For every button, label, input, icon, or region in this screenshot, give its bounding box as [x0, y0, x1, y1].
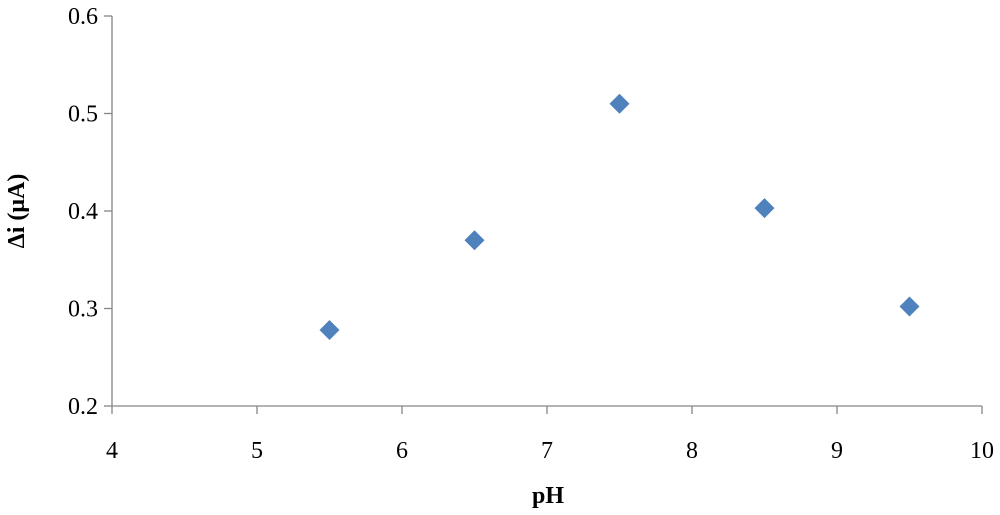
x-tick-label: 4 [106, 438, 118, 464]
data-point [609, 93, 630, 114]
y-tick-label: 0.2 [68, 394, 98, 420]
y-tick-label: 0.4 [68, 199, 98, 225]
y-tick-label: 0.3 [68, 297, 98, 323]
y-tick-label: 0.6 [68, 4, 98, 30]
x-axis-title: pH [532, 483, 564, 509]
data-point [754, 198, 775, 219]
axes [111, 16, 982, 407]
x-tick-label: 7 [541, 438, 553, 464]
data-points [319, 93, 920, 340]
x-tick-label: 8 [686, 438, 698, 464]
data-point [899, 296, 920, 317]
data-point [464, 230, 485, 251]
x-tick-label: 10 [970, 438, 994, 464]
y-axis-ticks: 0.2 0.3 0.4 0.5 0.6 [68, 4, 112, 420]
y-tick-label: 0.5 [68, 102, 98, 128]
x-tick-label: 5 [251, 438, 263, 464]
y-axis-title: Δi (μA) [4, 174, 30, 249]
x-tick-label: 6 [396, 438, 408, 464]
x-tick-label: 9 [831, 438, 843, 464]
data-point [319, 319, 340, 340]
x-axis-ticks: 4 5 6 7 8 9 10 [106, 406, 994, 464]
